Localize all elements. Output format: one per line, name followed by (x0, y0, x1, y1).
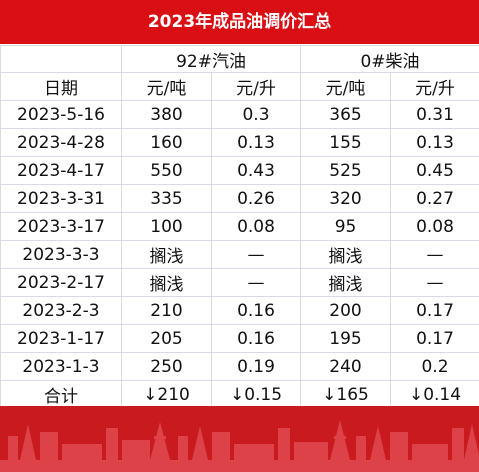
date-cell: 2023-2-3 (0, 296, 122, 325)
diesel-price-per-ton: 搁浅 (300, 268, 392, 297)
gasoline-price-per-liter: — (210, 240, 302, 269)
diesel-price-per-ton: 195 (300, 324, 392, 353)
diesel-price-per-liter: 0.17 (390, 324, 479, 353)
diesel-price-per-ton: 365 (300, 100, 392, 129)
diesel-price-per-ton: 240 (300, 352, 392, 381)
diesel-price-per-ton: 525 (300, 156, 392, 185)
table-row: 2023-2-3 210 0.16 200 0.17 (0, 296, 479, 325)
table-row: 2023-4-17 550 0.43 525 0.45 (0, 156, 479, 185)
header-gasoline-92: 92#汽油 (120, 45, 302, 73)
date-cell: 2023-2-17 (0, 268, 122, 297)
diesel-price-per-liter: 0.31 (390, 100, 479, 129)
header-row-fuel: 92#汽油 0#柴油 (0, 45, 479, 73)
gasoline-price-per-liter: 0.08 (210, 212, 302, 241)
date-cell: 2023-3-17 (0, 212, 122, 241)
diesel-price-per-liter: 0.45 (390, 156, 479, 185)
diesel-price-per-liter: 0.13 (390, 128, 479, 157)
table-row: 2023-4-28 160 0.13 155 0.13 (0, 128, 479, 157)
gasoline-price-per-ton: 100 (121, 212, 212, 241)
table-row: 2023-5-16 380 0.3 365 0.31 (0, 100, 479, 129)
gasoline-price-per-ton: 搁浅 (121, 240, 212, 269)
date-cell: 2023-5-16 (0, 100, 122, 129)
gasoline-price-per-ton: 搁浅 (121, 268, 212, 297)
diesel-price-per-ton: 320 (300, 184, 392, 213)
gasoline-price-per-liter: 0.43 (210, 156, 302, 185)
total-gasoline-per-liter: ↓0.15 (210, 380, 302, 409)
diesel-price-per-liter: 0.08 (390, 212, 479, 241)
diesel-price-per-liter: — (390, 240, 479, 269)
diesel-price-per-liter: 0.17 (390, 296, 479, 325)
gasoline-price-per-ton: 250 (121, 352, 212, 381)
gasoline-price-per-liter: — (210, 268, 302, 297)
header-unit-ton: 元/吨 (300, 72, 392, 101)
header-date: 日期 (0, 72, 122, 101)
diesel-price-per-ton: 搁浅 (300, 240, 392, 269)
diesel-price-per-ton: 95 (300, 212, 392, 241)
header-unit-liter: 元/升 (390, 72, 479, 101)
date-cell: 2023-4-17 (0, 156, 122, 185)
total-diesel-per-ton: ↓165 (300, 380, 392, 409)
total-label: 合计 (0, 380, 122, 409)
date-cell: 2023-1-17 (0, 324, 122, 353)
footer-banner (0, 406, 479, 472)
diesel-price-per-liter: — (390, 268, 479, 297)
date-cell: 2023-4-28 (0, 128, 122, 157)
total-diesel-per-liter: ↓0.14 (390, 380, 479, 409)
table-row: 2023-3-17 100 0.08 95 0.08 (0, 212, 479, 241)
table-row: 2023-3-31 335 0.26 320 0.27 (0, 184, 479, 213)
gasoline-price-per-liter: 0.16 (210, 324, 302, 353)
gasoline-price-per-ton: 205 (121, 324, 212, 353)
header-diesel-0: 0#柴油 (300, 45, 479, 73)
diesel-price-per-liter: 0.2 (390, 352, 479, 381)
table-row: 2023-3-3 搁浅 — 搁浅 — (0, 240, 479, 269)
gasoline-price-per-liter: 0.26 (210, 184, 302, 213)
gasoline-price-per-ton: 160 (121, 128, 212, 157)
gasoline-price-per-liter: 0.19 (210, 352, 302, 381)
date-cell: 2023-1-3 (0, 352, 122, 381)
header-row-units: 日期 元/吨 元/升 元/吨 元/升 (0, 72, 479, 101)
total-row: 合计 ↓210 ↓0.15 ↓165 ↓0.14 (0, 380, 479, 409)
gasoline-price-per-ton: 380 (121, 100, 212, 129)
gasoline-price-per-ton: 335 (121, 184, 212, 213)
date-cell: 2023-3-31 (0, 184, 122, 213)
diesel-price-per-ton: 155 (300, 128, 392, 157)
price-table: 92#汽油 0#柴油 日期 元/吨 元/升 元/吨 元/升 2023-5-16 3… (0, 45, 479, 409)
date-cell: 2023-3-3 (0, 240, 122, 269)
header-unit-ton: 元/吨 (121, 72, 212, 101)
page-title: 2023年成品油调价汇总 (0, 0, 479, 44)
header-unit-liter: 元/升 (210, 72, 302, 101)
diesel-price-per-ton: 200 (300, 296, 392, 325)
diesel-price-per-liter: 0.27 (390, 184, 479, 213)
gasoline-price-per-liter: 0.3 (210, 100, 302, 129)
table-row: 2023-2-17 搁浅 — 搁浅 — (0, 268, 479, 297)
gasoline-price-per-liter: 0.13 (210, 128, 302, 157)
gasoline-price-per-ton: 210 (121, 296, 212, 325)
gasoline-price-per-liter: 0.16 (210, 296, 302, 325)
table-row: 2023-1-17 205 0.16 195 0.17 (0, 324, 479, 353)
table-row: 2023-1-3 250 0.19 240 0.2 (0, 352, 479, 381)
oil-industry-silhouette-decoration (0, 420, 479, 472)
header-empty-cell (0, 45, 122, 73)
gasoline-price-per-ton: 550 (121, 156, 212, 185)
total-gasoline-per-ton: ↓210 (121, 380, 212, 409)
